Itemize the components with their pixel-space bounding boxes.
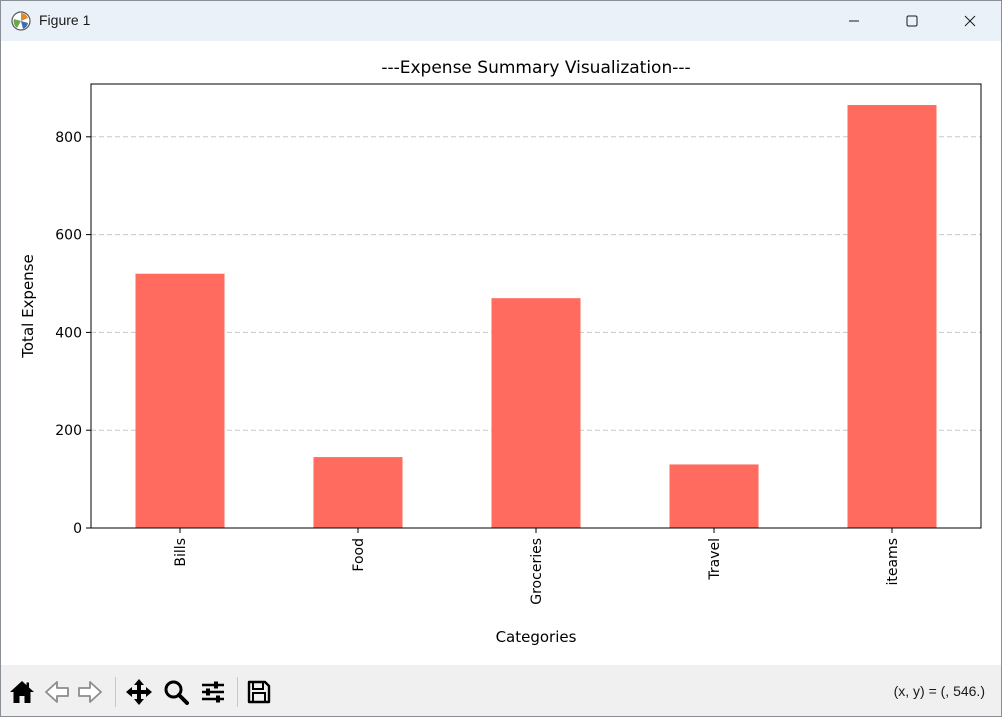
toolbar-separator bbox=[237, 677, 238, 707]
x-tick-label: iteams bbox=[885, 538, 901, 586]
cursor-coordinates: (x, y) = (, 546.) bbox=[893, 683, 985, 699]
ticks: 0 200 400 600 800 Bills Food Groceries Travel ite… bbox=[55, 130, 901, 605]
y-tick-label: 600 bbox=[55, 228, 82, 244]
x-tick-label: Groceries bbox=[529, 538, 545, 605]
bar-iteams bbox=[847, 105, 937, 528]
close-icon bbox=[964, 15, 976, 27]
forward-arrow-icon bbox=[78, 681, 102, 703]
zoom-icon bbox=[164, 680, 189, 705]
title-bar[interactable]: Figure 1 bbox=[1, 1, 1001, 41]
x-axis-label: Categories bbox=[496, 628, 577, 646]
configure-subplots-button[interactable] bbox=[198, 677, 228, 707]
bars bbox=[135, 105, 937, 528]
minimize-button[interactable] bbox=[825, 1, 883, 41]
y-axis-label: Total Expense bbox=[19, 254, 37, 358]
home-button[interactable] bbox=[7, 677, 37, 707]
minimize-icon bbox=[849, 20, 859, 22]
maximize-icon bbox=[906, 15, 918, 27]
back-arrow-icon bbox=[45, 681, 69, 703]
pan-button[interactable] bbox=[124, 677, 154, 707]
bar-chart: 0 200 400 600 800 Bills Food Groceries Travel ite… bbox=[19, 58, 982, 646]
pan-icon bbox=[126, 679, 152, 705]
navigation-toolbar: (x, y) = (, 546.) bbox=[1, 665, 1001, 716]
home-icon bbox=[10, 681, 34, 703]
figure-canvas[interactable]: 0 200 400 600 800 Bills Food Groceries Travel ite… bbox=[1, 41, 1001, 665]
save-icon bbox=[247, 680, 271, 704]
bar-bills bbox=[135, 273, 225, 528]
zoom-button[interactable] bbox=[161, 677, 191, 707]
back-button[interactable] bbox=[42, 677, 72, 707]
toolbar-separator bbox=[115, 677, 116, 707]
matplotlib-icon bbox=[11, 11, 31, 31]
save-button[interactable] bbox=[244, 677, 274, 707]
y-tick-label: 800 bbox=[55, 130, 82, 146]
y-tick-label: 400 bbox=[55, 325, 82, 341]
window-title: Figure 1 bbox=[39, 12, 91, 28]
configure-subplots-icon bbox=[202, 681, 224, 703]
x-tick-label: Travel bbox=[707, 538, 723, 581]
bar-food bbox=[313, 457, 403, 528]
bar-travel bbox=[669, 464, 759, 528]
bar-groceries bbox=[491, 298, 581, 528]
x-tick-label: Bills bbox=[173, 538, 189, 567]
maximize-button[interactable] bbox=[883, 1, 941, 41]
close-button[interactable] bbox=[941, 1, 999, 41]
forward-button[interactable] bbox=[75, 677, 105, 707]
y-tick-label: 0 bbox=[73, 521, 82, 537]
x-tick-label: Food bbox=[351, 538, 367, 572]
chart-title: ---Expense Summary Visualization--- bbox=[381, 58, 690, 78]
y-tick-label: 200 bbox=[55, 423, 82, 439]
